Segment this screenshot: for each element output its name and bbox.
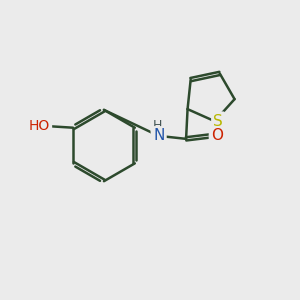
Text: H: H xyxy=(153,119,162,132)
Text: O: O xyxy=(211,128,223,143)
Text: N: N xyxy=(153,128,164,143)
Text: HO: HO xyxy=(29,119,50,133)
Text: S: S xyxy=(213,114,223,129)
